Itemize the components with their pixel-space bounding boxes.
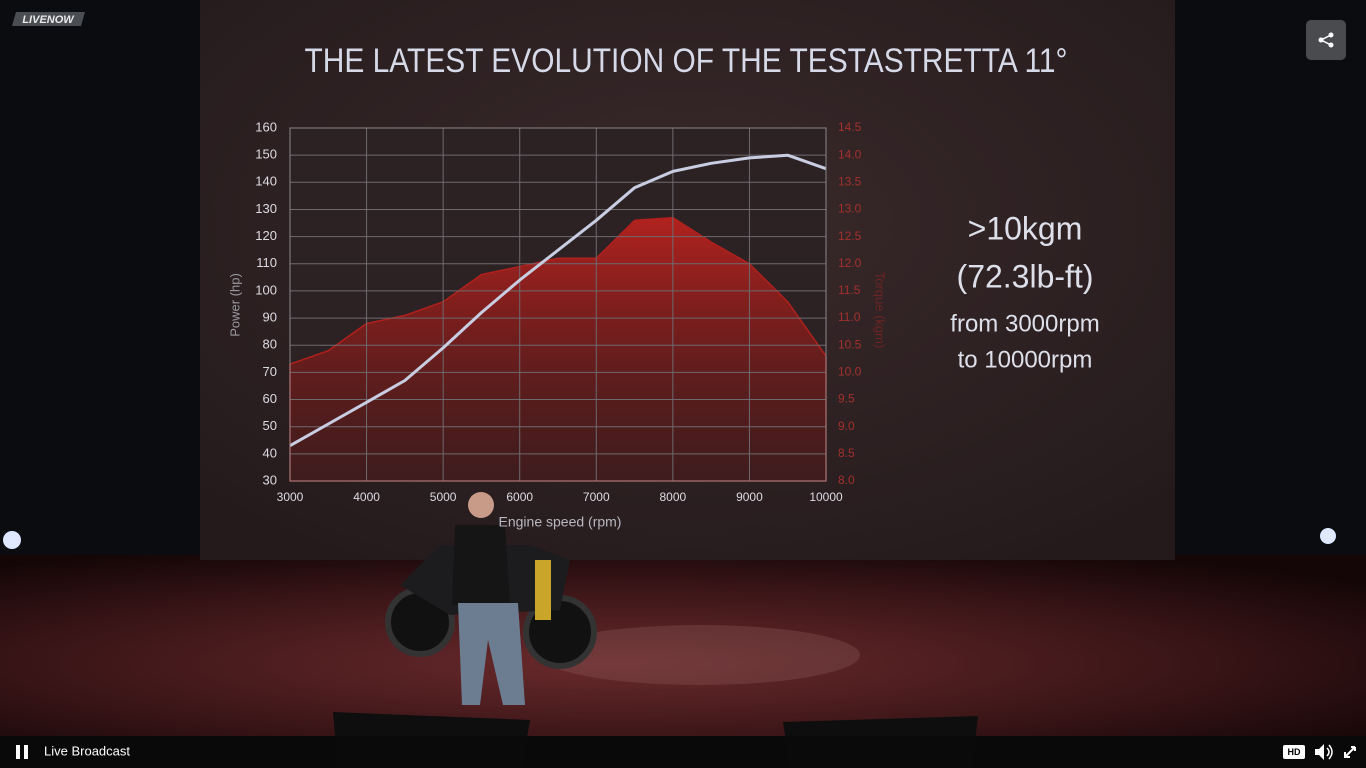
x-tick-label: 7000 (583, 490, 610, 504)
x-tick-label: 9000 (736, 490, 763, 504)
volume-button[interactable] (1315, 744, 1333, 760)
plot-border (289, 127, 827, 482)
y-tick-label: 30 (263, 472, 277, 487)
y-tick-label: 160 (255, 119, 277, 134)
x-axis-label: Engine speed (rpm) (499, 514, 622, 530)
y2-tick-label: 13.0 (838, 202, 862, 216)
logo-text: LIVENOW (22, 14, 75, 26)
y-tick-label: 90 (263, 310, 277, 325)
fullscreen-button[interactable] (1344, 746, 1356, 758)
stage-floor (0, 555, 1366, 736)
stage-light (1320, 528, 1336, 544)
x-tick-label: 4000 (353, 490, 380, 504)
y-tick-label: 40 (263, 445, 277, 460)
quality-button[interactable]: HD (1283, 745, 1305, 759)
y2-tick-label: 10.5 (838, 337, 862, 351)
y2-tick-label: 12.0 (838, 256, 862, 270)
y-tick-label: 130 (255, 201, 277, 216)
slide-title: THE LATEST EVOLUTION OF THE TESTASTRETTA… (305, 42, 1068, 80)
y2-tick-label: 10.0 (838, 365, 862, 379)
x-tick-label: 8000 (660, 490, 687, 504)
x-tick-label: 10000 (809, 490, 843, 504)
y-tick-label: 140 (255, 174, 277, 189)
y2-tick-label: 8.5 (838, 446, 855, 460)
slide-note: from 3000rpm (950, 310, 1099, 337)
y-tick-label: 80 (263, 337, 277, 352)
logo: LIVENOW (12, 12, 85, 26)
spotlight (540, 625, 860, 685)
y-tick-label: 110 (256, 255, 277, 270)
slide-note: to 10000rpm (958, 346, 1093, 373)
control-bar (0, 736, 1366, 768)
y2-tick-label: 11.5 (838, 283, 861, 297)
y-axis-label: Power (hp) (227, 273, 242, 337)
y-tick-label: 50 (263, 418, 277, 433)
y2-tick-label: 9.0 (838, 419, 855, 433)
presenter (452, 492, 525, 705)
x-tick-label: 5000 (430, 490, 457, 504)
share-button[interactable] (1306, 20, 1346, 60)
quality-label: HD (1288, 747, 1301, 757)
y2-axis-label: Torque (kgm) (873, 272, 888, 349)
x-tick-label: 3000 (277, 490, 304, 504)
y-tick-label: 60 (263, 391, 277, 406)
y2-tick-label: 9.5 (838, 392, 855, 406)
stage-light (3, 531, 21, 549)
power-line (289, 153, 827, 448)
y2-tick-label: 14.0 (838, 147, 862, 161)
y2-tick-label: 12.5 (838, 229, 862, 243)
y2-tick-label: 8.0 (838, 473, 855, 487)
chart: 30 40 50 60 70 80 90 100 110 120 130 140 150 160 8.0 8.… (255, 119, 861, 504)
pause-button[interactable] (16, 745, 28, 759)
y2-tick-label: 11.0 (838, 310, 861, 324)
slide-note: (72.3lb-ft) (957, 258, 1094, 294)
y-tick-label: 150 (255, 147, 277, 162)
y-tick-label: 120 (255, 228, 277, 243)
slide-note: >10kgm (968, 210, 1083, 246)
status-label: Live Broadcast (44, 743, 130, 758)
y2-tick-label: 14.5 (838, 120, 862, 134)
x-tick-label: 6000 (506, 490, 533, 504)
y2-tick-label: 13.5 (838, 174, 862, 188)
y-tick-label: 70 (263, 364, 277, 379)
y-tick-label: 100 (255, 282, 277, 297)
